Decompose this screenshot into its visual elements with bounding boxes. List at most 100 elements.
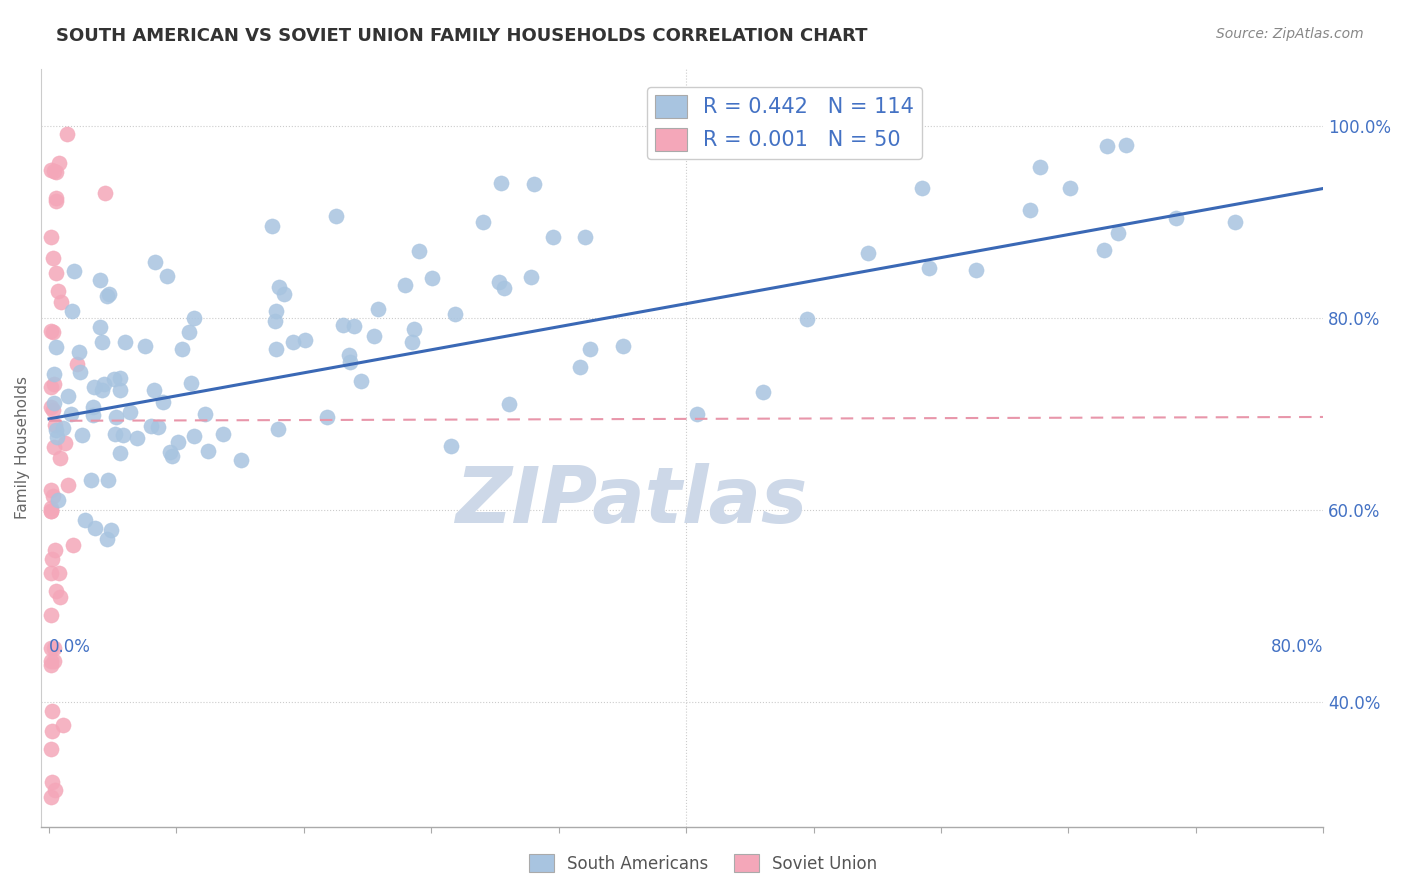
Text: Source: ZipAtlas.com: Source: ZipAtlas.com [1216, 27, 1364, 41]
Point [262, 219, 284, 234]
Point [51, 295, 73, 310]
Point [180, 376, 202, 391]
Point [420, 271, 443, 285]
Point [143, 383, 166, 397]
Point [1095, 139, 1118, 153]
Point [108, 384, 131, 398]
Point [489, 176, 512, 190]
Point [125, 431, 148, 445]
Point [523, 177, 546, 191]
Point [316, 410, 339, 425]
Point [44, 782, 66, 797]
Point [408, 244, 430, 258]
Point [96, 532, 118, 546]
Point [82, 408, 104, 422]
Point [42, 367, 65, 381]
Point [44, 543, 66, 558]
Point [44, 417, 66, 432]
Point [152, 395, 174, 409]
Point [39, 380, 62, 394]
Point [42, 164, 65, 178]
Point [686, 407, 709, 421]
Legend: R = 0.442   N = 114, R = 0.001   N = 50: R = 0.442 N = 114, R = 0.001 N = 50 [647, 87, 922, 159]
Point [45, 165, 67, 179]
Point [91, 335, 114, 350]
Point [39, 229, 62, 244]
Point [103, 372, 125, 386]
Point [39, 504, 62, 518]
Point [160, 449, 183, 463]
Point [41, 489, 63, 503]
Point [90, 384, 112, 398]
Point [337, 347, 360, 361]
Point [104, 410, 127, 425]
Point [108, 445, 131, 459]
Point [82, 401, 104, 415]
Point [56, 389, 79, 403]
Point [796, 312, 818, 326]
Point [48, 285, 70, 299]
Point [578, 343, 600, 357]
Point [69, 365, 91, 379]
Point [52, 420, 75, 434]
Point [1059, 181, 1081, 195]
Point [45, 266, 67, 280]
Point [143, 254, 166, 268]
Point [267, 422, 290, 436]
Text: 80.0%: 80.0% [1271, 639, 1323, 657]
Point [41, 704, 63, 718]
Point [48, 590, 70, 604]
Point [167, 435, 190, 450]
Point [264, 343, 287, 357]
Point [45, 584, 67, 599]
Point [63, 263, 86, 277]
Point [39, 742, 62, 756]
Point [42, 440, 65, 454]
Point [39, 657, 62, 672]
Point [212, 426, 235, 441]
Point [41, 551, 63, 566]
Point [56, 127, 79, 141]
Point [402, 322, 425, 336]
Point [394, 277, 416, 292]
Point [39, 607, 62, 622]
Point [332, 318, 354, 332]
Point [1019, 202, 1042, 217]
Point [58, 478, 80, 492]
Point [541, 230, 564, 244]
Point [440, 439, 463, 453]
Point [120, 404, 142, 418]
Point [294, 333, 316, 347]
Point [93, 377, 115, 392]
Point [108, 371, 131, 385]
Point [39, 789, 62, 804]
Point [134, 339, 156, 353]
Point [59, 408, 82, 422]
Point [488, 275, 510, 289]
Point [39, 641, 62, 656]
Point [918, 261, 941, 276]
Point [264, 303, 287, 318]
Point [1223, 215, 1246, 229]
Point [39, 400, 62, 414]
Point [83, 521, 105, 535]
Point [66, 357, 89, 371]
Point [856, 245, 879, 260]
Point [401, 334, 423, 349]
Point [39, 163, 62, 178]
Point [49, 450, 72, 465]
Point [1107, 226, 1129, 240]
Point [39, 501, 62, 516]
Point [111, 428, 134, 442]
Point [751, 384, 773, 399]
Point [39, 504, 62, 518]
Point [39, 654, 62, 668]
Point [48, 155, 70, 169]
Point [183, 429, 205, 443]
Point [89, 319, 111, 334]
Point [339, 354, 361, 368]
Point [1115, 137, 1137, 152]
Point [94, 186, 117, 200]
Legend: South Americans, Soviet Union: South Americans, Soviet Union [522, 847, 884, 880]
Point [98, 286, 121, 301]
